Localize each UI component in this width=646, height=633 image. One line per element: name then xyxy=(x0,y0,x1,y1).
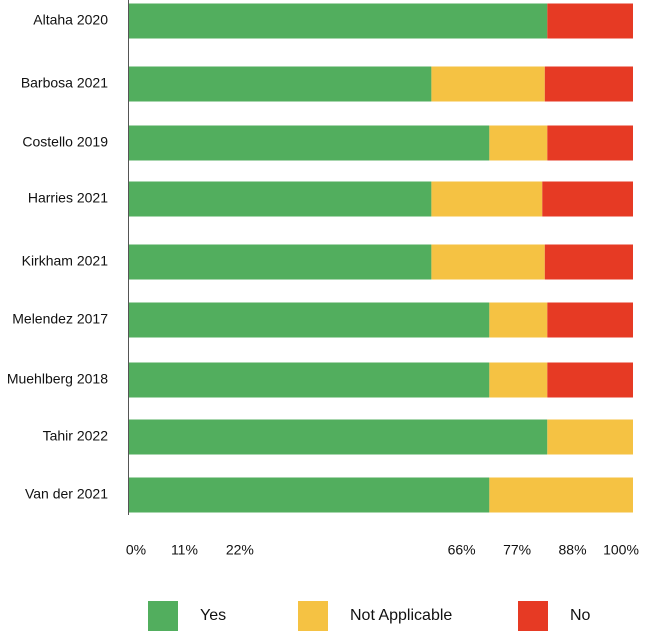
x-tick-label-88: 88% xyxy=(559,542,587,558)
bar-van-der-2021-yes xyxy=(129,477,490,513)
bar-altaha-2020-no xyxy=(547,3,633,39)
category-label-harries-2021: Harries 2021 xyxy=(28,190,108,206)
legend-swatch-not-applicable xyxy=(298,601,328,631)
bar-tahir-2022-yes xyxy=(129,419,548,455)
legend-item-no: No xyxy=(518,601,591,631)
bar-harries-2021-not-applicable xyxy=(431,181,543,217)
bar-harries-2021-no xyxy=(542,181,633,217)
legend-label-not-applicable: Not Applicable xyxy=(350,607,452,624)
bar-melendez-2017-no xyxy=(547,302,633,338)
legend-item-yes: Yes xyxy=(148,601,226,631)
category-label-tahir-2022: Tahir 2022 xyxy=(43,428,109,444)
bar-harries-2021-yes xyxy=(129,181,432,217)
x-tick-labels-layer: 0% 11% 22% 66% 77% 88% 100% xyxy=(126,542,639,558)
x-tick-label-66: 66% xyxy=(448,542,476,558)
bar-barbosa-2021-no xyxy=(544,66,633,102)
bars-layer xyxy=(129,3,633,513)
bar-muehlberg-2018-not-applicable xyxy=(489,362,548,398)
bar-kirkham-2021-no xyxy=(544,244,633,280)
bar-melendez-2017-not-applicable xyxy=(489,302,548,338)
category-label-altaha-2020: Altaha 2020 xyxy=(33,12,108,28)
bar-costello-2019-no xyxy=(547,125,633,161)
category-label-melendez-2017: Melendez 2017 xyxy=(12,311,108,327)
bar-kirkham-2021-yes xyxy=(129,244,432,280)
legend-swatch-yes xyxy=(148,601,178,631)
category-label-van-der-2021: Van der 2021 xyxy=(25,486,108,502)
category-label-muehlberg-2018: Muehlberg 2018 xyxy=(7,371,108,387)
category-label-costello-2019: Costello 2019 xyxy=(22,134,108,150)
bar-barbosa-2021-yes xyxy=(129,66,432,102)
legend-item-not-applicable: Not Applicable xyxy=(298,601,452,631)
legend-swatch-no xyxy=(518,601,548,631)
x-tick-label-22: 22% xyxy=(226,542,254,558)
x-tick-label-100: 100% xyxy=(603,542,639,558)
bar-altaha-2020-yes xyxy=(129,3,548,39)
bar-costello-2019-yes xyxy=(129,125,490,161)
bar-costello-2019-not-applicable xyxy=(489,125,548,161)
legend-label-no: No xyxy=(570,607,591,624)
bar-muehlberg-2018-yes xyxy=(129,362,490,398)
bar-van-der-2021-not-applicable xyxy=(489,477,633,513)
legend: Yes Not Applicable No xyxy=(148,601,591,631)
category-label-barbosa-2021: Barbosa 2021 xyxy=(21,75,108,91)
x-tick-label-0: 0% xyxy=(126,542,146,558)
bar-kirkham-2021-not-applicable xyxy=(431,244,545,280)
legend-label-yes: Yes xyxy=(200,607,226,624)
category-label-kirkham-2021: Kirkham 2021 xyxy=(22,253,109,269)
bar-barbosa-2021-not-applicable xyxy=(431,66,545,102)
bar-melendez-2017-yes xyxy=(129,302,490,338)
category-labels-layer: Altaha 2020 Barbosa 2021 Costello 2019 Harr… xyxy=(7,12,108,502)
bar-muehlberg-2018-no xyxy=(547,362,633,398)
x-tick-label-11: 11% xyxy=(171,542,198,558)
x-tick-label-77: 77% xyxy=(503,542,531,558)
bar-tahir-2022-not-applicable xyxy=(547,419,633,455)
